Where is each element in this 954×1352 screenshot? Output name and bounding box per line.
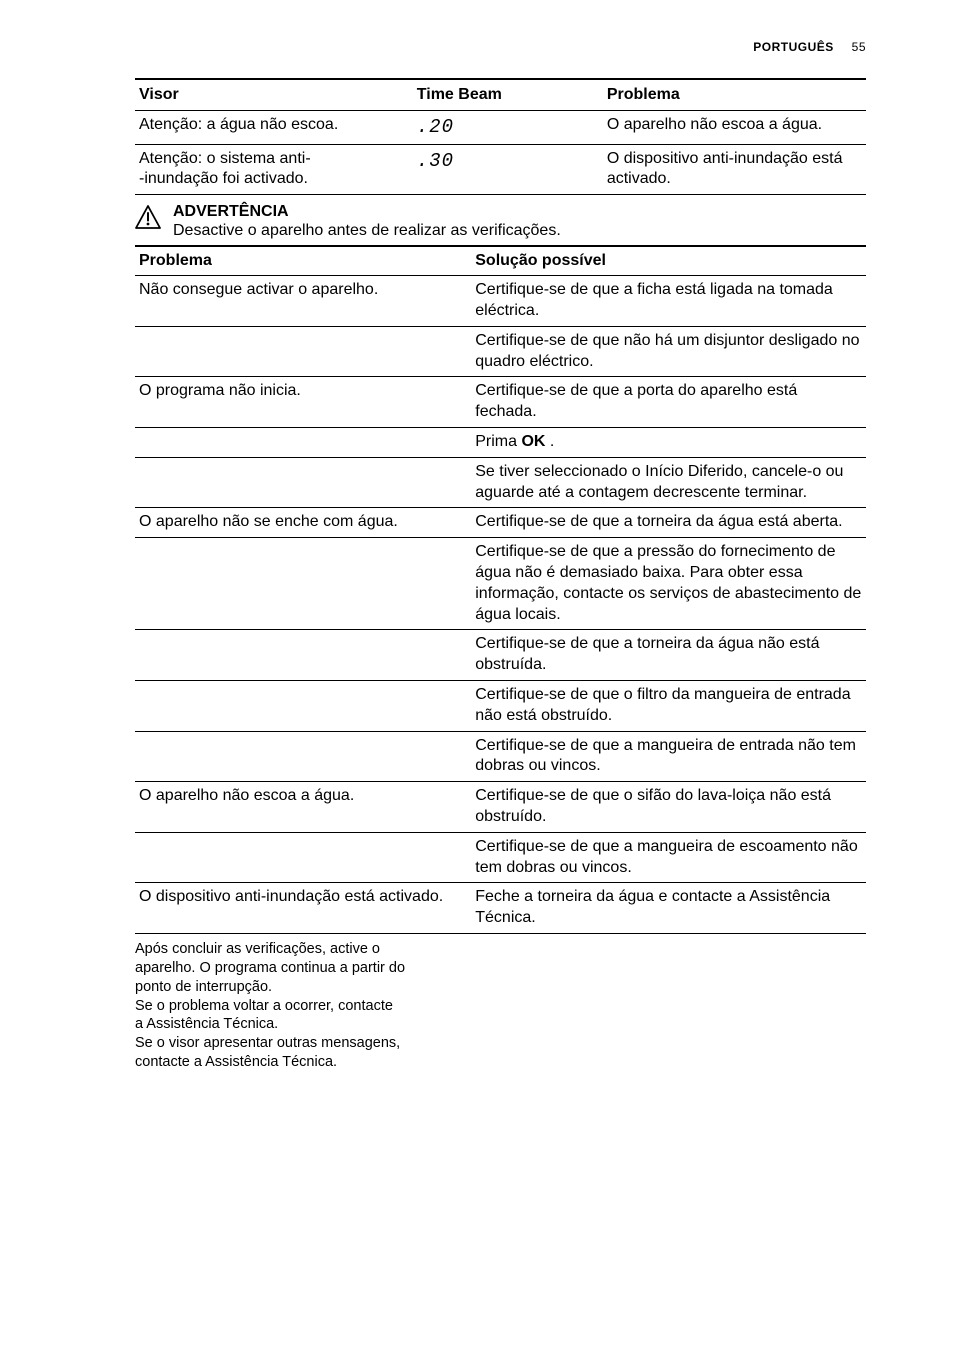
solution-cell: Prima OK . — [471, 428, 866, 458]
problema-cell: O aparelho não escoa a água. — [603, 111, 866, 145]
solution-cell: Certifique-se de que a ficha está ligada… — [471, 276, 866, 327]
problem-cell — [135, 538, 471, 630]
solutions-table: Problema Solução possível Não consegue a… — [135, 245, 866, 934]
problem-cell: Não consegue activar o aparelho. — [135, 276, 471, 327]
solution-cell: Certifique-se de que a pressão do fornec… — [471, 538, 866, 630]
table-row: O dispositivo anti-inundação está activa… — [135, 883, 866, 934]
timebeam-cell: .30 — [413, 144, 603, 195]
footer-line: Se o visor apresentar outras mensagens, — [135, 1034, 866, 1053]
footer-line: aparelho. O programa continua a partir d… — [135, 959, 866, 978]
problem-cell: O dispositivo anti-inundação está activa… — [135, 883, 471, 934]
problem-cell — [135, 326, 471, 377]
footer-line: contacte a Assistência Técnica. — [135, 1053, 866, 1072]
warning-icon — [135, 205, 161, 234]
table-row: O aparelho não se enche com água. Certif… — [135, 508, 866, 538]
solution-cell: Certifique-se de que a torneira da água … — [471, 630, 866, 681]
solution-cell: Certifique-se de que a mangueira de entr… — [471, 731, 866, 782]
problema-cell: O dispositivo anti-inundação está activa… — [603, 144, 866, 195]
visor-h3: Problema — [603, 79, 866, 111]
solution-text-post: . — [545, 433, 554, 450]
warning-body: Desactive o aparelho antes de realizar a… — [173, 221, 561, 241]
problem-cell: O programa não inicia. — [135, 377, 471, 428]
footer-line: Após concluir as verificações, active o — [135, 940, 866, 959]
timebeam-cell: .20 — [413, 111, 603, 145]
footer-paragraph: Após concluir as verificações, active o … — [135, 940, 866, 1072]
solution-cell: Certifique-se de que o filtro da manguei… — [471, 681, 866, 732]
solution-cell: Certifique-se de que a mangueira de esco… — [471, 832, 866, 883]
visor-cell: Atenção: a água não escoa. — [135, 111, 413, 145]
table-row: Certifique-se de que a pressão do fornec… — [135, 538, 866, 630]
warning-block: ADVERTÊNCIA Desactive o aparelho antes d… — [135, 203, 866, 241]
table-row: Certifique-se de que a mangueira de esco… — [135, 832, 866, 883]
table-row: Certifique-se de que o filtro da manguei… — [135, 681, 866, 732]
sol-h1: Problema — [135, 246, 471, 276]
footer-line: Se o problema voltar a ocorrer, contacte — [135, 997, 866, 1016]
solution-cell: Se tiver seleccionado o Início Diferido,… — [471, 457, 866, 508]
table-row: Atenção: a água não escoa. .20 O aparelh… — [135, 111, 866, 145]
solution-text-pre: Prima — [475, 433, 521, 450]
page-number: 55 — [852, 40, 866, 54]
header-lang: PORTUGUÊS — [753, 40, 834, 54]
visor-h2: Time Beam — [413, 79, 603, 111]
solution-cell: Certifique-se de que o sifão do lava-loi… — [471, 782, 866, 833]
table-row: O aparelho não escoa a água. Certifique-… — [135, 782, 866, 833]
warning-title: ADVERTÊNCIA — [173, 203, 561, 221]
footer-line: a Assistência Técnica. — [135, 1015, 866, 1034]
footer-line: ponto de interrupção. — [135, 978, 866, 997]
visor-h1: Visor — [135, 79, 413, 111]
problem-cell — [135, 630, 471, 681]
solution-cell: Certifique-se de que a porta do aparelho… — [471, 377, 866, 428]
problem-cell — [135, 681, 471, 732]
table-row: Não consegue activar o aparelho. Certifi… — [135, 276, 866, 327]
table-row: Se tiver seleccionado o Início Diferido,… — [135, 457, 866, 508]
ok-label: OK — [521, 433, 545, 450]
table-row: Atenção: o sistema anti‑ -inundação foi … — [135, 144, 866, 195]
problem-cell — [135, 731, 471, 782]
visor-cell: Atenção: o sistema anti‑ -inundação foi … — [135, 144, 413, 195]
table-row: Certifique-se de que a mangueira de entr… — [135, 731, 866, 782]
problem-cell — [135, 832, 471, 883]
table-row: Certifique-se de que a torneira da água … — [135, 630, 866, 681]
solution-cell: Certifique-se de que a torneira da água … — [471, 508, 866, 538]
problem-cell — [135, 428, 471, 458]
solution-cell: Feche a torneira da água e contacte a As… — [471, 883, 866, 934]
visor-table: Visor Time Beam Problema Atenção: a água… — [135, 78, 866, 195]
problem-cell — [135, 457, 471, 508]
table-row: O programa não inicia. Certifique-se de … — [135, 377, 866, 428]
table-row: Certifique-se de que não há um disjuntor… — [135, 326, 866, 377]
sol-h2: Solução possível — [471, 246, 866, 276]
problem-cell: O aparelho não escoa a água. — [135, 782, 471, 833]
table-row: Prima OK . — [135, 428, 866, 458]
solution-cell: Certifique-se de que não há um disjuntor… — [471, 326, 866, 377]
problem-cell: O aparelho não se enche com água. — [135, 508, 471, 538]
page-header: PORTUGUÊS 55 — [135, 40, 866, 54]
